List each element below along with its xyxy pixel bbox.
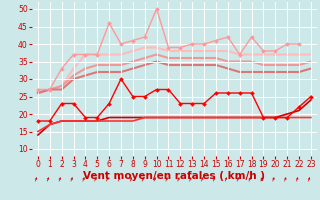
X-axis label: Vent moyen/en rafales ( km/h ): Vent moyen/en rafales ( km/h )	[84, 171, 265, 181]
